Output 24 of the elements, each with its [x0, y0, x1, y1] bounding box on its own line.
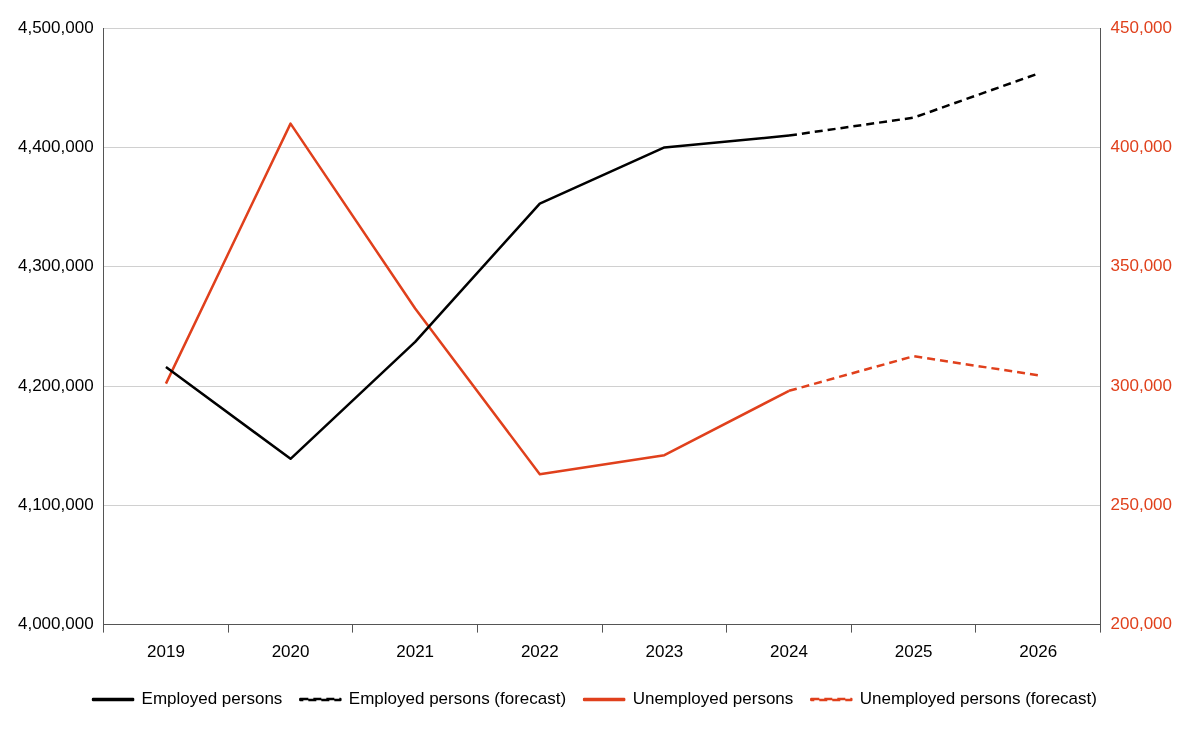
x-tick-label: 2025: [894, 642, 933, 662]
x-tick-label: 2026: [1019, 642, 1058, 662]
y-tick-label: 4,000,000: [17, 614, 94, 634]
y-tick-label: 4,400,000: [17, 137, 94, 157]
y2-tick-label: 400,000: [1110, 137, 1172, 157]
y-tick-label: 4,300,000: [17, 256, 94, 276]
y2-tick-label: 300,000: [1110, 375, 1172, 395]
y2-tick-label: 450,000: [1110, 17, 1172, 37]
x-tick-label: 2024: [770, 642, 808, 662]
y2-tick-label: 350,000: [1110, 256, 1172, 276]
x-tick-label: 2021: [396, 642, 435, 662]
y-tick-label: 4,100,000: [17, 495, 94, 515]
x-tick-label: 2023: [645, 642, 684, 662]
legend-label: Unemployed persons: [632, 689, 794, 709]
y2-tick-label: 250,000: [1110, 495, 1172, 515]
legend-label: Employed persons (forecast): [348, 689, 567, 709]
x-tick-label: 2022: [520, 642, 559, 662]
y-tick-label: 4,500,000: [17, 17, 94, 37]
x-tick-label: 2019: [147, 642, 185, 662]
y2-tick-label: 200,000: [1110, 614, 1172, 634]
x-tick-label: 2020: [271, 642, 310, 662]
legend-label: Employed persons: [141, 689, 283, 709]
legend-label: Unemployed persons (forecast): [859, 689, 1097, 709]
y-tick-label: 4,200,000: [17, 375, 94, 395]
